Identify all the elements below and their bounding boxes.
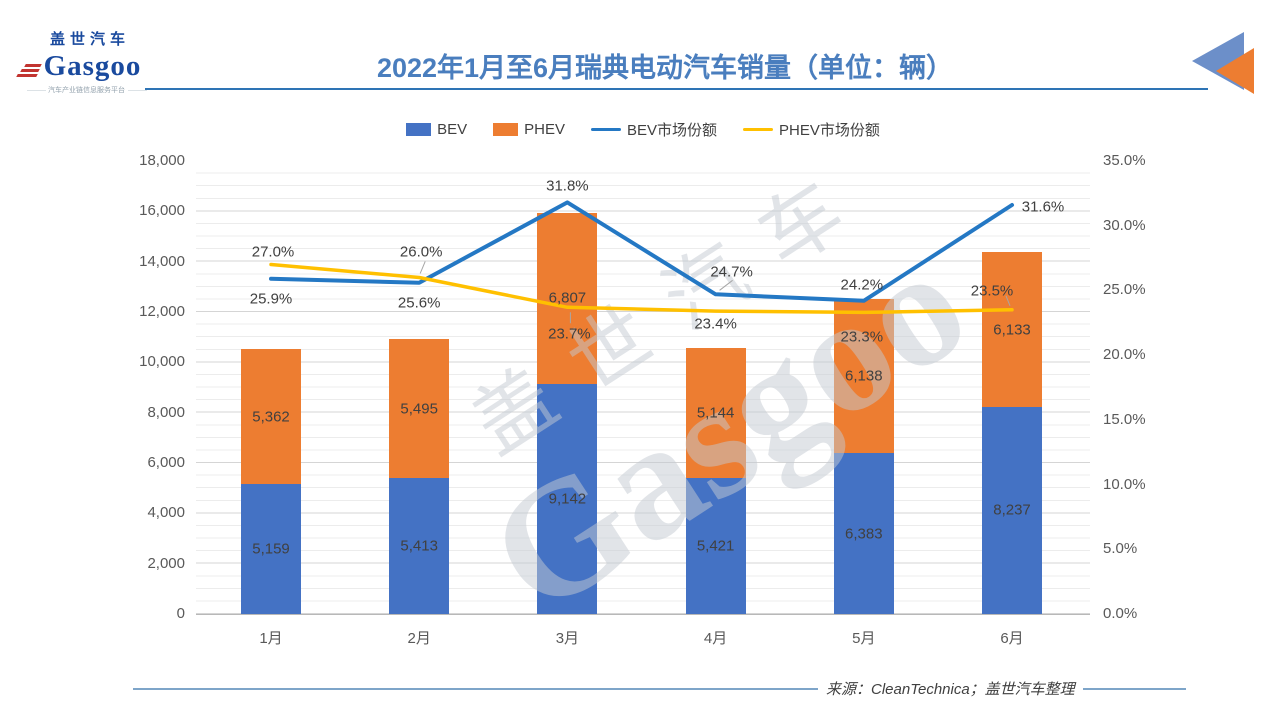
- bev-bar-segment: [685, 477, 746, 614]
- phev-value-label: 6,807: [548, 289, 587, 307]
- phev-bar-segment: [982, 252, 1042, 407]
- bev-value-label: 6,383: [845, 525, 883, 543]
- legend-item-2[interactable]: BEV市场份额: [591, 119, 717, 140]
- left-axis-tick: 16,000: [139, 202, 185, 220]
- left-axis-tick: 4,000: [147, 504, 185, 522]
- logo-chinese-text: 盖世汽车: [49, 31, 130, 48]
- plot-area: 5,159 5,362 5,413 5,495 9,142 6,807 5,421 5,144…: [196, 161, 1090, 615]
- label-leader-line: [419, 261, 426, 274]
- bev-bar-segment: [241, 484, 301, 614]
- left-axis-tick: 10,000: [139, 353, 185, 371]
- phev-share-label: 23.5%: [970, 282, 1014, 300]
- market-share-lines: [269, 200, 1014, 324]
- label-leader-line: [1005, 295, 1011, 307]
- bev-value-label: 8,237: [993, 501, 1031, 519]
- right-axis-tick: 35.0%: [1103, 152, 1146, 169]
- right-axis-tick: 25.0%: [1103, 281, 1146, 299]
- phev-bar-segment: [833, 298, 894, 454]
- month-label: 2月: [407, 630, 431, 647]
- legend-label: BEV市场份额: [627, 122, 718, 139]
- phev-bar-segment: [389, 339, 450, 478]
- left-axis-tick: 12,000: [139, 302, 185, 320]
- left-axis-tick: 6,000: [147, 453, 185, 471]
- legend-item-3[interactable]: PHEV市场份额: [743, 119, 880, 140]
- bev-bar-segment: [537, 383, 598, 614]
- phev-bar-segment: [685, 348, 746, 478]
- logo-tagline: 汽车产业链信息服务平台: [24, 85, 142, 95]
- bev-value-label: 5,159: [252, 540, 290, 558]
- left-axis-tick: 18,000: [139, 152, 185, 169]
- bev-bar-segment: [389, 477, 450, 614]
- month-label: 4月: [703, 630, 728, 647]
- month-label: 1月: [259, 630, 283, 647]
- bev-value-label: 5,413: [400, 537, 438, 555]
- bev-share-line: [269, 200, 1014, 303]
- back-arrows-icon: [1192, 30, 1254, 94]
- header-divider: [145, 88, 1208, 90]
- legend-label: PHEV: [524, 121, 565, 138]
- logo-wordmark: Gasgoo: [15, 50, 142, 83]
- phev-bar-segment: [537, 212, 598, 384]
- phev-value-label: 6,138: [845, 367, 883, 385]
- chart-legend: BEV PHEV BEV市场份额 PHEV市场份额: [196, 119, 1090, 140]
- month-label: 6月: [1000, 630, 1024, 647]
- bev-share-label: 31.6%: [1021, 198, 1065, 216]
- right-axis-tick: 20.0%: [1103, 346, 1146, 364]
- phev-bar-segment: [241, 349, 301, 485]
- legend-line-swatch: [743, 127, 774, 132]
- legend-box-swatch: [406, 123, 432, 136]
- bev-share-label: 25.9%: [249, 290, 293, 308]
- phev-share-label: 26.0%: [399, 243, 443, 261]
- bev-value-label: 5,421: [696, 537, 735, 555]
- bev-value-label: 9,142: [548, 490, 587, 508]
- legend-label: BEV: [437, 121, 468, 138]
- right-axis-tick: 10.0%: [1103, 475, 1146, 493]
- logo-tagline-text: 汽车产业链信息服务平台: [48, 87, 125, 94]
- logo-english-text: Gasgoo: [43, 50, 142, 82]
- phev-share-line: [269, 262, 1014, 315]
- phev-value-label: 5,495: [400, 400, 438, 418]
- phev-value-label: 5,362: [252, 408, 290, 426]
- bev-bar-segment: [982, 406, 1042, 614]
- bev-share-label: 24.2%: [840, 276, 884, 294]
- left-axis-tick: 2,000: [147, 554, 185, 572]
- right-axis-tick: 30.0%: [1103, 216, 1146, 234]
- footer-divider: [133, 688, 1186, 690]
- phev-share-label: 23.7%: [548, 325, 591, 343]
- logo-stripes-icon: [15, 64, 42, 77]
- phev-share-label: 23.4%: [694, 315, 737, 333]
- chart-title: 2022年1月至6月瑞典电动汽车销量（单位：辆）: [376, 53, 954, 83]
- legend-item-0[interactable]: BEV: [406, 121, 467, 138]
- gasgoo-logo: 盖世汽车 Gasgoo 汽车产业链信息服务平台: [15, 28, 142, 95]
- bev-share-label: 31.8%: [546, 177, 589, 195]
- phev-share-label: 23.3%: [840, 328, 884, 346]
- legend-label: PHEV市场份额: [779, 122, 880, 139]
- legend-box-swatch: [493, 123, 519, 136]
- legend-line-swatch: [591, 127, 621, 132]
- phev-value-label: 5,144: [696, 404, 735, 422]
- bev-bar-segment: [833, 453, 894, 614]
- legend-item-1[interactable]: PHEV: [493, 121, 565, 138]
- bev-share-label: 24.7%: [710, 263, 753, 281]
- bev-share-label: 25.6%: [397, 294, 441, 312]
- phev-share-label: 27.0%: [251, 243, 295, 261]
- phev-value-label: 6,133: [993, 321, 1031, 339]
- left-axis-tick: 0: [176, 604, 185, 622]
- month-label: 3月: [555, 630, 580, 647]
- month-label: 5月: [852, 630, 876, 647]
- right-axis-tick: 0.0%: [1103, 604, 1138, 622]
- left-axis-tick: 14,000: [139, 252, 185, 270]
- label-leader-line: [719, 279, 733, 291]
- right-axis-tick: 15.0%: [1103, 410, 1146, 428]
- source-note: 来源：CleanTechnica；盖世汽车整理: [818, 678, 1083, 699]
- right-axis-tick: 5.0%: [1103, 540, 1138, 558]
- left-axis-tick: 8,000: [147, 403, 185, 421]
